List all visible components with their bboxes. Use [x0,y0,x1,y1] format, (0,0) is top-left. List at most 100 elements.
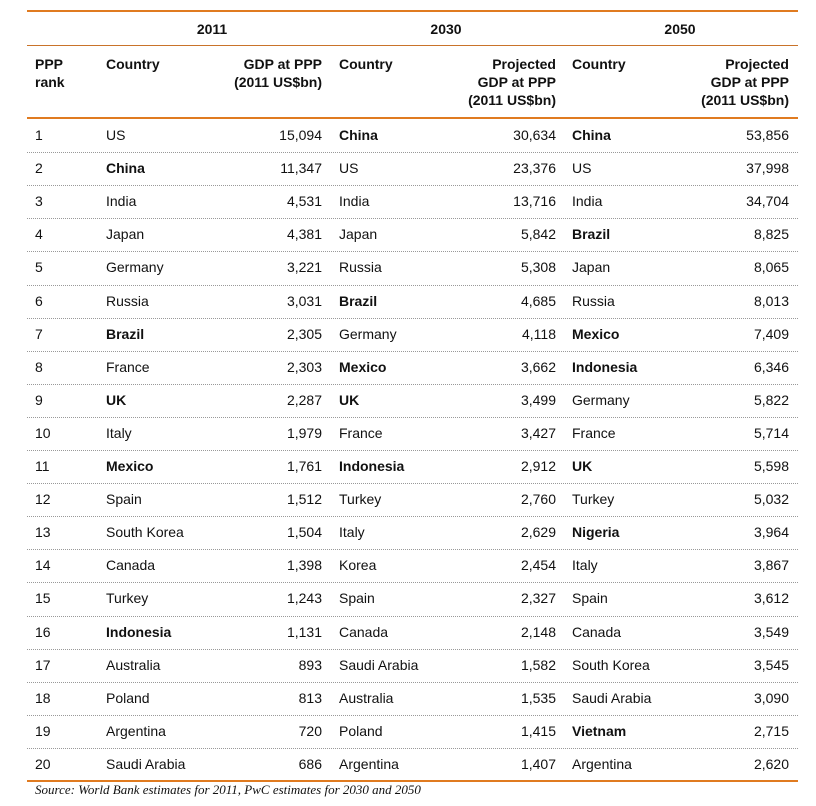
country-cell: Saudi Arabia [339,656,419,673]
rank-cell: 9 [35,391,43,408]
country-cell: India [339,193,370,210]
gdp-cell: 5,842 [520,226,556,243]
gdp-cell: 3,221 [286,259,322,276]
gdp-cell: 1,512 [286,491,322,508]
row-separator [27,350,798,352]
column-header: Projected [492,56,556,72]
rank-cell: 8 [35,358,43,375]
country-cell: Brazil [339,292,378,309]
rank-cell: 4 [35,226,43,243]
country-cell: Mexico [572,325,620,342]
column-header: PPP [35,56,64,72]
country-cell: Italy [339,524,365,541]
rank-cell: 17 [35,656,51,673]
country-cell: Saudi Arabia [572,689,652,706]
gdp-cell: 4,685 [520,292,556,309]
gdp-cell: 3,499 [520,391,556,408]
column-header: Country [572,56,626,72]
row-separator [27,681,798,683]
country-cell: Japan [572,259,611,276]
country-cell: Australia [339,689,394,706]
top-rule [27,10,798,12]
country-cell: South Korea [106,524,184,541]
country-cell: Turkey [572,491,615,508]
country-cell: Australia [106,656,161,673]
gdp-cell: 4,531 [286,193,322,210]
rank-cell: 20 [35,755,51,772]
country-cell: Nigeria [572,524,620,541]
country-cell: UK [339,391,360,408]
source-note: Source: World Bank estimates for 2011, P… [35,782,421,797]
rank-cell: 2 [35,160,43,177]
country-cell: Mexico [106,458,154,474]
country-cell: Japan [106,226,145,243]
gdp-cell: 8,065 [753,259,789,276]
row-separator [27,615,798,617]
gdp-cell: 2,305 [286,325,322,342]
gdp-cell: 1,582 [520,656,556,673]
country-cell: Argentina [106,722,166,739]
country-cell: Spain [572,590,608,607]
country-cell: Germany [339,325,397,342]
country-cell: France [572,424,616,441]
country-cell: Spain [106,491,142,508]
country-cell: Canada [572,623,622,640]
year-header: 2011 [196,21,228,37]
country-cell: Russia [106,292,149,309]
gdp-cell: 1,504 [286,524,322,541]
rank-cell: 6 [35,292,43,309]
country-cell: Korea [339,557,377,574]
bottom-rule [27,780,798,782]
column-header: (2011 US$bn) [468,92,556,108]
gdp-cell: 3,964 [753,524,789,541]
gdp-cell: 3,545 [753,656,789,673]
row-separator [27,317,798,319]
gdp-cell: 2,912 [520,458,556,474]
rank-cell: 18 [35,689,51,706]
header-rule [27,117,798,119]
gdp-cell: 3,662 [520,358,556,375]
country-cell: Germany [572,391,630,408]
rank-cell: 11 [35,458,50,474]
country-cell: Saudi Arabia [106,755,186,772]
column-header: rank [35,74,65,90]
row-separator [27,549,798,551]
gdp-cell: 34,704 [746,193,789,210]
country-cell: Japan [339,226,378,243]
gdp-cell: 2,620 [753,755,789,772]
gdp-cell: 1,131 [286,623,322,640]
gdp-cell: 5,714 [753,424,789,441]
gdp-cell: 686 [298,755,322,772]
gdp-cell: 2,760 [520,491,556,508]
gdp-cell: 1,979 [286,424,322,441]
column-header: GDP at PPP [710,74,789,90]
row-separator [27,383,798,385]
country-cell: Indonesia [572,358,638,375]
gdp-cell: 813 [298,689,322,706]
gdp-cell: 3,031 [286,292,322,309]
rank-cell: 16 [35,623,51,640]
country-cell: Brazil [572,226,611,243]
country-cell: China [106,160,145,177]
column-header: Country [106,56,160,72]
country-cell: France [339,424,383,441]
country-cell: US [572,160,592,177]
country-cell: US [339,160,359,177]
gdp-cell: 3,090 [753,689,789,706]
rank-cell: 15 [35,590,51,607]
column-header: GDP at PPP [243,56,322,72]
gdp-cell: 2,148 [520,623,556,640]
gdp-cell: 4,118 [522,325,556,342]
rank-cell: 12 [35,491,51,508]
row-separator [27,185,798,187]
gdp-cell: 2,454 [520,557,556,574]
country-cell: Poland [339,722,383,739]
gdp-cell: 1,415 [520,722,556,739]
rank-cell: 7 [35,325,43,342]
gdp-cell: 11,347 [280,160,322,177]
gdp-cell: 3,427 [520,424,556,441]
country-cell: Brazil [106,325,145,342]
gdp-cell: 1,407 [520,755,556,772]
rank-cell: 13 [35,524,51,541]
rank-cell: 19 [35,722,51,739]
